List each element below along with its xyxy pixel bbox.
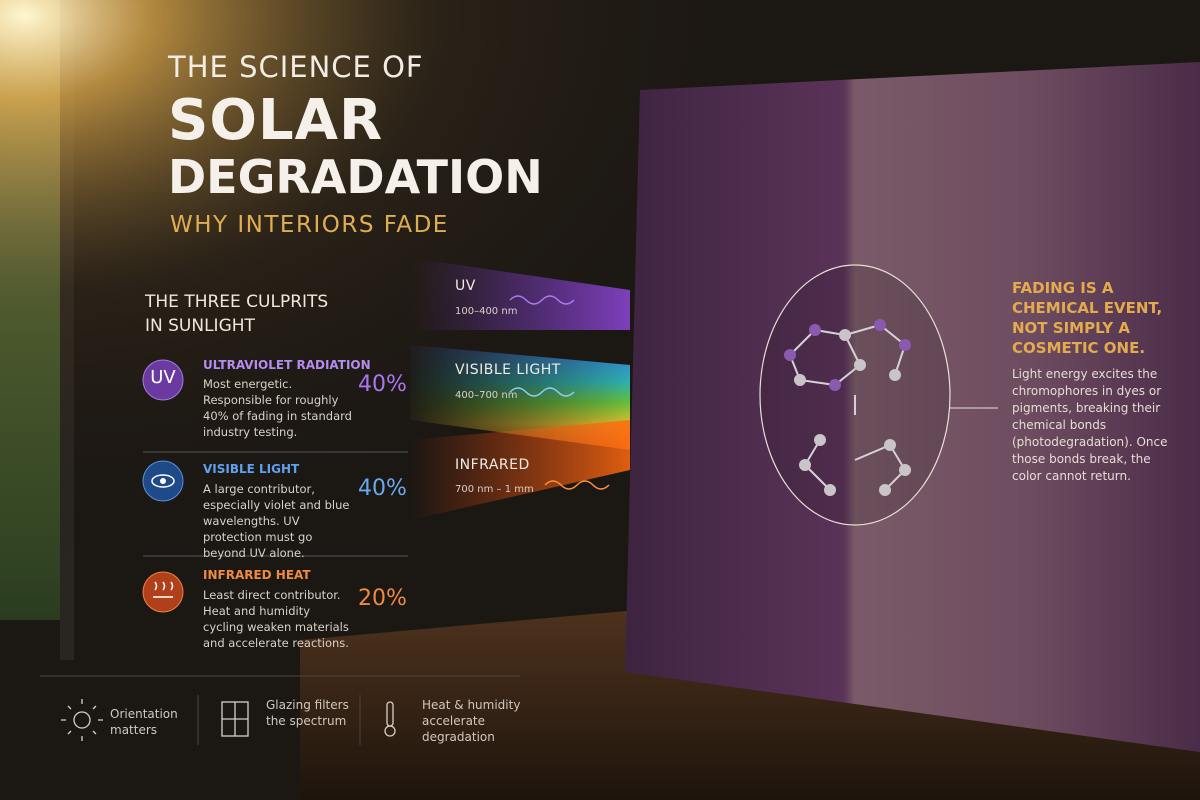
item-description: Most energetic. Responsible for roughly …: [203, 377, 352, 439]
band-label: UV: [455, 278, 476, 294]
item-description: A large contributor, especially violet a…: [203, 482, 350, 560]
band-label: INFRARED: [455, 457, 530, 473]
band-range: 100–400 nm: [455, 306, 518, 317]
section-heading: THE THREE CULPRITS IN SUNLIGHT: [145, 290, 328, 338]
band-label: VISIBLE LIGHT: [455, 362, 561, 378]
footer-item: Orientation matters: [110, 707, 178, 737]
footer-item: Heat & humidity accelerate degradation: [422, 698, 521, 744]
heading-line: IN SUNLIGHT: [145, 316, 255, 336]
band-range: 700 nm – 1 mm: [455, 484, 534, 495]
callout-headline: FADING IS A CHEMICAL EVENT, NOT SIMPLY A…: [1012, 279, 1163, 357]
eyebrow: THE SCIENCE OF: [168, 50, 424, 84]
title: SOLAR: [168, 88, 384, 153]
item-title: VISIBLE LIGHT: [203, 462, 300, 476]
icon-label: UV: [150, 367, 176, 388]
title: DEGRADATION: [168, 150, 543, 204]
heading-line: THE THREE CULPRITS: [145, 292, 329, 312]
callout-body: Light energy excites the chromophores in…: [1012, 367, 1168, 483]
item-description: Least direct contributor. Heat and humid…: [203, 588, 349, 650]
item-title: INFRARED HEAT: [203, 568, 311, 582]
footer-item: Glazing filters the spectrum: [266, 698, 349, 728]
item-share: 20%: [358, 586, 407, 611]
subtitle: WHY INTERIORS FADE: [170, 212, 449, 238]
item-title: ULTRAVIOLET RADIATION: [203, 358, 371, 372]
item-share: 40%: [358, 372, 407, 397]
band-range: 400–700 nm: [455, 390, 518, 401]
item-share: 40%: [358, 476, 407, 501]
